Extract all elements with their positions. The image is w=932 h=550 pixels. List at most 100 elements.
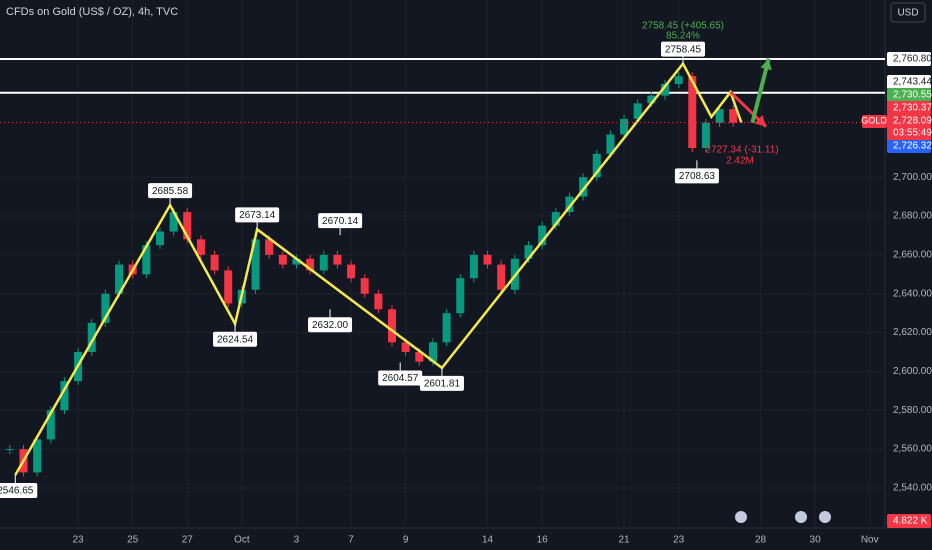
candle	[442, 313, 451, 343]
candle	[469, 254, 478, 279]
candle	[483, 254, 492, 265]
pivot-box	[235, 207, 280, 223]
currency-box[interactable]	[890, 2, 926, 23]
pivot-label: 2673.14	[239, 210, 276, 221]
countdown: 03:55:49	[893, 128, 932, 139]
x-tick-label: 23	[673, 535, 685, 546]
candle	[456, 278, 465, 314]
countdown-box	[887, 127, 931, 140]
candle	[183, 212, 192, 240]
candle	[428, 342, 437, 362]
high-note: 2758.45 (+405.65)	[642, 21, 724, 32]
candle	[660, 83, 669, 96]
candle	[5, 449, 14, 451]
pivot-box	[378, 370, 423, 386]
candle	[142, 245, 151, 275]
candle	[551, 212, 560, 226]
candle	[606, 134, 615, 154]
pivot-label: 2604.57	[382, 373, 419, 384]
candle	[729, 109, 738, 123]
currency[interactable]: USD	[897, 8, 918, 19]
pivot-label: 2670.14	[322, 216, 359, 227]
x-tick-label: Oct	[234, 535, 250, 546]
price-tag	[887, 139, 931, 153]
y-tick-label: 2,640.00	[893, 288, 932, 299]
projection-up-head	[760, 58, 772, 71]
volume-tag: 4.822 K	[893, 516, 928, 527]
y-tick-label: 2,680.00	[893, 211, 932, 222]
x-tick-label: 28	[755, 535, 767, 546]
candle	[524, 245, 533, 259]
price-tag-label: 2,730.55	[893, 90, 932, 101]
event-icon[interactable]	[795, 511, 807, 523]
pivot-label: 2601.81	[424, 379, 461, 390]
pivot-box	[0, 483, 38, 499]
candle	[497, 264, 506, 290]
y-tick-label: 2,600.00	[893, 366, 932, 377]
candle	[155, 231, 164, 246]
price-tag-label: 2,730.37	[893, 103, 932, 114]
pivot-box	[674, 168, 719, 184]
x-tick-label: Nov	[861, 535, 879, 546]
high-note: 85.24%	[666, 31, 700, 42]
candle	[196, 239, 205, 255]
price-tag	[887, 101, 931, 115]
candle	[278, 254, 287, 265]
event-icon[interactable]	[735, 511, 747, 523]
price-tag-label: 2,760.80	[893, 54, 932, 65]
pivot-box	[148, 183, 193, 199]
candle	[169, 212, 178, 232]
x-tick-label: 14	[482, 535, 494, 546]
chart-title: CFDs on Gold (US$ / OZ), 4h, TVC	[6, 6, 178, 18]
pivot-box	[419, 375, 464, 391]
candle	[46, 410, 55, 440]
candle	[210, 254, 219, 271]
candle	[620, 118, 629, 135]
x-tick-label: 16	[537, 535, 549, 546]
y-tick-label: 2,660.00	[893, 249, 932, 260]
candle	[374, 293, 383, 310]
x-tick-label: 30	[810, 535, 822, 546]
price-tag-label: 2,728.09	[893, 116, 932, 127]
price-tag	[887, 114, 931, 128]
x-tick-label: 25	[127, 535, 139, 546]
y-tick-label: 2,540.00	[893, 483, 932, 494]
price-tag	[887, 88, 931, 102]
y-tick-label: 2,560.00	[893, 444, 932, 455]
candle	[333, 254, 342, 265]
projection-down-head	[754, 115, 766, 127]
low-note: 2727.34 (-31.11)	[705, 145, 778, 156]
low-note: 2.42M	[726, 156, 754, 167]
symbol-tag-box	[862, 115, 887, 128]
candle	[347, 264, 356, 279]
event-icon[interactable]	[819, 511, 831, 523]
candle	[387, 309, 396, 343]
x-tick-label: 21	[618, 535, 630, 546]
pivot-label: 2685.58	[152, 186, 189, 197]
candle	[292, 258, 301, 265]
pivot-box	[660, 41, 705, 57]
candle	[306, 258, 315, 271]
candle	[633, 103, 642, 119]
candle	[251, 239, 260, 290]
y-tick-label: 2,580.00	[893, 405, 932, 416]
price-tag	[887, 52, 931, 66]
symbol-tag: GOLD	[861, 115, 887, 125]
x-tick-label: 7	[348, 535, 354, 546]
candle	[33, 439, 42, 473]
candle	[87, 322, 96, 352]
candle	[415, 351, 424, 362]
candle	[60, 381, 69, 411]
candle	[401, 342, 410, 352]
x-tick-label: 9	[403, 535, 409, 546]
pivot-label: 2546.65	[0, 486, 34, 497]
x-tick-label: 27	[182, 535, 194, 546]
candle	[360, 278, 369, 294]
candle	[538, 225, 547, 246]
candle	[592, 153, 601, 178]
price-tag-label: 2,743.44	[893, 77, 932, 88]
pivot-box	[318, 213, 363, 229]
pivot-label: 2632.00	[312, 320, 349, 331]
